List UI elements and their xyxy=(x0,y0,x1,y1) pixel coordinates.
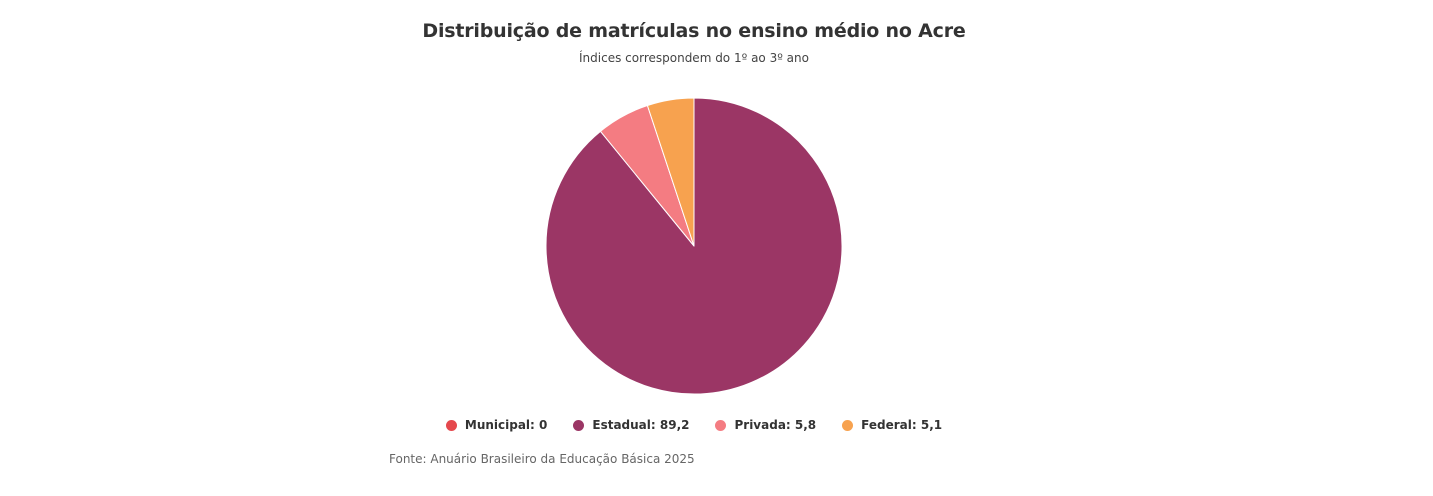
chart-source: Fonte: Anuário Brasileiro da Educação Bá… xyxy=(389,452,695,466)
legend-item-federal[interactable]: Federal: 5,1 xyxy=(842,418,942,432)
legend-item-estadual[interactable]: Estadual: 89,2 xyxy=(573,418,689,432)
chart-legend: Municipal: 0 Estadual: 89,2 Privada: 5,8 Fe… xyxy=(0,418,1388,432)
pie-slice-federal[interactable] xyxy=(646,97,695,247)
chart-title: Distribuição de matrículas no ensino méd… xyxy=(422,20,966,42)
legend-label: Privada: 5,8 xyxy=(734,418,817,432)
legend-label: Estadual: 89,2 xyxy=(592,418,690,432)
legend-label: Municipal: 0 xyxy=(464,418,548,432)
legend-label: Federal: 5,1 xyxy=(861,418,943,432)
legend-swatch-icon xyxy=(842,419,854,431)
legend-swatch-icon xyxy=(445,419,457,431)
legend-swatch-icon xyxy=(573,419,585,431)
legend-item-municipal[interactable]: Municipal: 0 xyxy=(445,418,548,432)
legend-item-privada[interactable]: Privada: 5,8 xyxy=(715,418,816,432)
legend-swatch-icon xyxy=(715,419,727,431)
chart-subtitle: Índices correspondem do 1º ao 3º ano xyxy=(579,51,809,65)
